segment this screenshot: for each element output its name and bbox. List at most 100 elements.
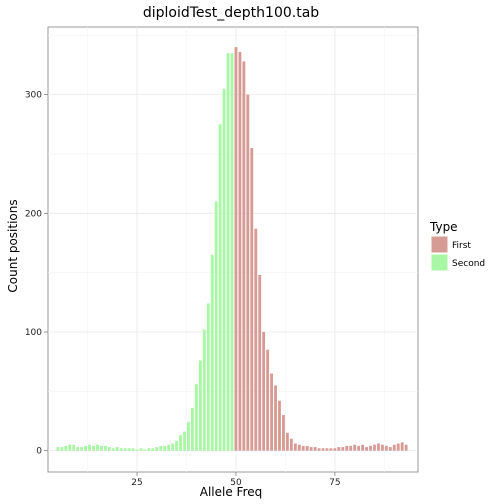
bar-second xyxy=(222,88,226,451)
bar-second xyxy=(123,448,127,451)
bar-first xyxy=(384,445,388,451)
bar-first xyxy=(349,445,353,451)
bar-second xyxy=(206,303,210,451)
bar-first xyxy=(357,445,361,451)
bar-first xyxy=(337,447,341,451)
bar-first xyxy=(396,443,400,451)
bar-first xyxy=(321,448,325,451)
bar-first xyxy=(305,445,309,451)
y-tick-label: 300 xyxy=(25,91,42,101)
bar-first xyxy=(242,61,246,451)
bar-first xyxy=(285,432,289,451)
bar-first xyxy=(317,448,321,451)
bar-second xyxy=(210,254,214,451)
legend-swatch-first xyxy=(430,235,449,254)
bar-second xyxy=(214,201,218,451)
bar-first xyxy=(278,400,281,451)
bar-second xyxy=(84,445,88,451)
bar-first xyxy=(341,447,345,451)
bar-first xyxy=(262,331,266,451)
bar-first xyxy=(365,447,368,451)
legend-swatch-second xyxy=(430,253,449,272)
bar-first xyxy=(361,444,365,451)
bar-first xyxy=(238,51,242,451)
bar-first xyxy=(266,349,270,451)
bar-second xyxy=(171,443,175,451)
bar-first xyxy=(297,444,301,451)
bar-second xyxy=(56,447,60,451)
bar-first xyxy=(246,94,250,451)
bar-second xyxy=(218,124,222,451)
bar-second xyxy=(111,448,115,451)
bar-second xyxy=(64,445,68,451)
bar-first xyxy=(289,438,293,451)
bar-second xyxy=(179,435,182,451)
bar-second xyxy=(202,329,206,451)
x-tick-label: 25 xyxy=(131,478,142,488)
bar-first xyxy=(254,228,258,451)
bar-second xyxy=(119,448,123,451)
x-tick-label: 50 xyxy=(230,478,242,488)
legend-title: Type xyxy=(429,220,458,234)
bar-first xyxy=(380,444,384,451)
bar-second xyxy=(230,53,234,451)
bar-first xyxy=(301,445,305,451)
bar-second xyxy=(99,445,103,451)
bar-second xyxy=(167,444,171,451)
bar-second xyxy=(175,441,179,451)
bar-first xyxy=(377,443,380,451)
bar-second xyxy=(76,447,80,451)
bar-second xyxy=(163,445,167,451)
legend-label-second: Second xyxy=(452,259,485,269)
legend-label-first: First xyxy=(452,241,471,251)
legend: Type First Second xyxy=(429,220,485,272)
bar-first xyxy=(293,443,297,451)
bar-second xyxy=(135,449,139,451)
bar-second xyxy=(147,448,151,451)
x-axis-ticks: 25 50 75 xyxy=(131,472,341,488)
chart-title: diploidTest_depth100.tab xyxy=(143,5,319,21)
bar-first xyxy=(400,442,404,451)
bar-first xyxy=(329,448,333,451)
bar-second xyxy=(92,445,95,451)
bar-second xyxy=(194,384,198,451)
bar-first xyxy=(234,47,238,451)
bar-first xyxy=(309,447,313,451)
bar-second xyxy=(96,444,99,451)
bar-first xyxy=(313,447,317,451)
x-axis-title: Allele Freq xyxy=(200,485,263,499)
bar-first xyxy=(325,448,329,451)
bar-first xyxy=(369,445,372,451)
bar-second xyxy=(131,448,135,451)
bar-first xyxy=(333,448,337,451)
bar-first xyxy=(404,444,408,451)
bar-first xyxy=(353,444,357,451)
bar-second xyxy=(139,448,143,451)
bar-second xyxy=(151,448,155,451)
bars-layer xyxy=(56,47,408,451)
bar-first xyxy=(392,444,396,451)
bar-first xyxy=(373,444,376,451)
x-tick-label: 75 xyxy=(329,478,340,488)
bar-second xyxy=(198,360,202,451)
bar-second xyxy=(72,444,76,451)
bar-first xyxy=(388,447,392,451)
bar-second xyxy=(155,447,159,451)
bar-first xyxy=(270,373,274,451)
bar-first xyxy=(258,275,262,451)
bar-first xyxy=(282,415,285,451)
bar-second xyxy=(80,447,84,451)
y-axis-ticks: 0 100 200 300 xyxy=(25,91,48,457)
bar-first xyxy=(345,445,349,451)
bar-first xyxy=(274,385,277,451)
bar-second xyxy=(183,431,186,451)
bar-second xyxy=(107,447,111,451)
y-axis-title: Count positions xyxy=(6,199,20,292)
bar-first xyxy=(250,148,254,451)
bar-second xyxy=(127,448,131,451)
y-tick-label: 200 xyxy=(25,209,42,219)
bar-second xyxy=(191,407,194,451)
y-tick-label: 0 xyxy=(36,447,42,457)
y-tick-label: 100 xyxy=(25,328,42,338)
